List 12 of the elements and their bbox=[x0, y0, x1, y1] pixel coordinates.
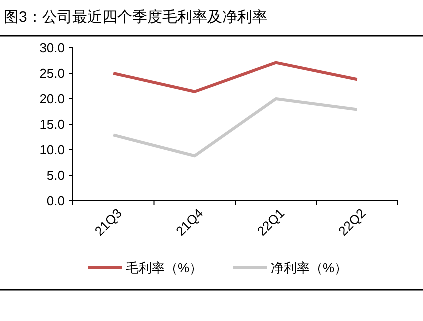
y-tick-label: 30.0 bbox=[40, 40, 65, 56]
legend-label: 毛利率（%） bbox=[126, 260, 203, 276]
y-tick-label: 20.0 bbox=[40, 92, 65, 107]
chart-title: 图3：公司最近四个季度毛利率及净利率 bbox=[4, 9, 268, 26]
legend-label: 净利率（%） bbox=[271, 260, 348, 276]
y-tick-label: 15.0 bbox=[40, 117, 65, 132]
y-tick-label: 5.0 bbox=[46, 168, 65, 184]
y-tick-label: 0.0 bbox=[46, 194, 65, 209]
line-series bbox=[112, 61, 359, 94]
line-series bbox=[112, 98, 359, 158]
y-tick-label: 10.0 bbox=[40, 142, 65, 158]
y-tick-label: 25.0 bbox=[40, 66, 65, 82]
